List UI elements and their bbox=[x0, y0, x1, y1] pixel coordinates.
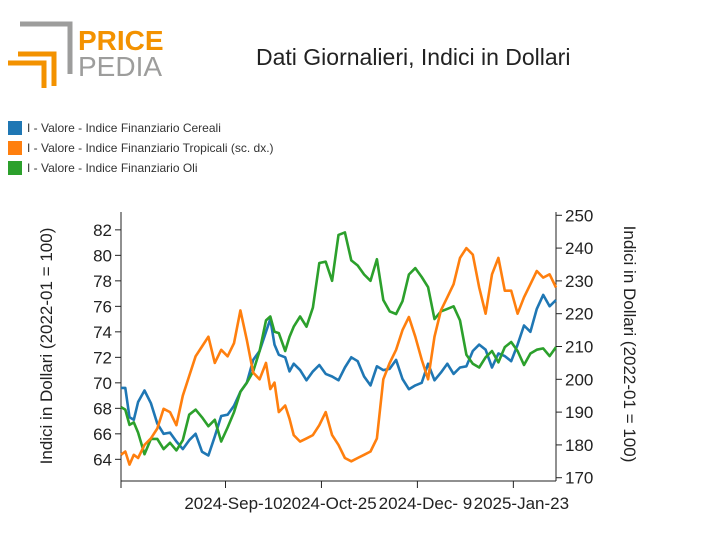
legend-item-oli[interactable]: I - Valore - Indice Finanziario Oli bbox=[8, 158, 274, 178]
y-tick-label-left: 82 bbox=[93, 221, 112, 240]
legend-item-cereali[interactable]: I - Valore - Indice Finanziario Cereali bbox=[8, 118, 274, 138]
x-tick-label: 2024-Oct-25 bbox=[282, 494, 377, 513]
y-tick-label-left: 76 bbox=[93, 297, 112, 316]
y-axis-label-left: Indici in Dollari (2022-01 = 100) bbox=[37, 228, 56, 465]
y-tick-label-right: 170 bbox=[565, 469, 593, 488]
series-line-cereali bbox=[121, 293, 557, 457]
legend-swatch-oli bbox=[8, 161, 22, 175]
series-line-oli bbox=[120, 231, 558, 456]
y-tick-label-right: 210 bbox=[565, 338, 593, 357]
y-tick-label-left: 80 bbox=[93, 246, 112, 265]
logo-mark bbox=[8, 21, 73, 88]
logo-word-pedia: PEDIA bbox=[78, 51, 162, 82]
y-tick-label-left: 74 bbox=[93, 323, 112, 342]
legend-label-cereali: I - Valore - Indice Finanziario Cereali bbox=[27, 121, 221, 135]
y-tick-label-left: 64 bbox=[93, 450, 112, 469]
y-tick-label-left: 66 bbox=[93, 425, 112, 444]
pricepedia-logo: PRICE PEDIA bbox=[8, 21, 164, 88]
x-tick-label: 2024-Dec- 9 bbox=[379, 494, 473, 513]
chart-series bbox=[120, 231, 558, 466]
chart-title: Dati Giornalieri, Indici in Dollari bbox=[256, 44, 571, 70]
series-line-tropicali bbox=[120, 246, 558, 466]
y-tick-label-right: 220 bbox=[565, 305, 593, 324]
y-tick-label-right: 230 bbox=[565, 272, 593, 291]
legend: I - Valore - Indice Finanziario Cereali … bbox=[8, 118, 274, 178]
logo-word-price: PRICE bbox=[78, 25, 164, 56]
chart-axes: 64 66 68 70 72 74 76 78 80 82 170 180 190 200 210 220 23… bbox=[93, 206, 593, 513]
y-tick-label-right: 250 bbox=[565, 206, 593, 225]
y-tick-label-left: 68 bbox=[93, 399, 112, 418]
x-tick-label: 2025-Jan-23 bbox=[474, 494, 569, 513]
y-tick-label-right: 240 bbox=[565, 239, 593, 258]
legend-label-tropicali: I - Valore - Indice Finanziario Tropical… bbox=[27, 141, 274, 155]
y-tick-label-left: 70 bbox=[93, 374, 112, 393]
y-axis-label-right: Indici in Dollari (2022-01 = 100) bbox=[620, 226, 639, 463]
legend-swatch-tropicali bbox=[8, 141, 22, 155]
y-tick-label-left: 72 bbox=[93, 348, 112, 367]
y-tick-label-right: 190 bbox=[565, 403, 593, 422]
y-tick-label-right: 200 bbox=[565, 370, 593, 389]
legend-swatch-cereali bbox=[8, 121, 22, 135]
legend-label-oli: I - Valore - Indice Finanziario Oli bbox=[27, 161, 198, 175]
y-tick-label-left: 78 bbox=[93, 272, 112, 291]
legend-item-tropicali[interactable]: I - Valore - Indice Finanziario Tropical… bbox=[8, 138, 274, 158]
y-tick-label-right: 180 bbox=[565, 436, 593, 455]
x-tick-label: 2024-Sep-10 bbox=[184, 494, 282, 513]
